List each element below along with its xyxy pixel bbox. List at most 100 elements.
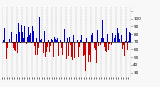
Bar	[48, 42, 49, 54]
Bar	[45, 42, 46, 57]
Bar	[121, 35, 122, 42]
Bar	[44, 31, 45, 42]
Bar	[90, 42, 91, 62]
Bar	[79, 42, 80, 47]
Bar	[85, 42, 86, 71]
Bar	[81, 35, 82, 42]
Bar	[72, 42, 73, 60]
Bar	[64, 29, 65, 42]
Bar	[31, 42, 32, 43]
Bar	[89, 42, 90, 55]
Bar	[71, 42, 72, 57]
Bar	[91, 35, 92, 42]
Bar	[55, 39, 56, 42]
Bar	[101, 38, 102, 42]
Bar	[40, 40, 41, 42]
Bar	[82, 42, 83, 60]
Bar	[17, 42, 18, 53]
Bar	[59, 31, 60, 42]
Bar	[129, 32, 130, 42]
Bar	[14, 42, 15, 50]
Bar	[104, 42, 105, 47]
Bar	[68, 42, 69, 56]
Bar	[34, 42, 35, 46]
Bar	[107, 34, 108, 42]
Bar	[66, 42, 67, 59]
Bar	[18, 23, 19, 42]
Bar	[122, 42, 123, 49]
Bar	[125, 41, 126, 42]
Bar	[3, 40, 4, 42]
Bar	[25, 24, 26, 42]
Bar	[86, 38, 87, 42]
Bar	[39, 17, 40, 42]
Bar	[130, 33, 131, 42]
Bar	[8, 42, 9, 53]
Bar	[54, 37, 55, 42]
Bar	[28, 27, 29, 42]
Bar	[21, 25, 22, 42]
Bar	[38, 42, 39, 48]
Bar	[87, 42, 88, 49]
Bar	[103, 38, 104, 42]
Bar	[43, 42, 44, 53]
Bar	[124, 42, 125, 56]
Bar	[76, 35, 77, 42]
Bar	[80, 40, 81, 42]
Bar	[11, 31, 12, 42]
Bar	[58, 42, 59, 56]
Bar	[84, 42, 85, 56]
Bar	[111, 42, 112, 45]
Bar	[127, 38, 128, 42]
Bar	[126, 28, 127, 42]
Bar	[4, 28, 5, 42]
Bar	[106, 42, 107, 52]
Bar	[93, 38, 94, 42]
Bar	[53, 42, 54, 57]
Bar	[112, 33, 113, 42]
Bar	[119, 39, 120, 42]
Bar	[96, 42, 97, 63]
Bar	[99, 41, 100, 42]
Bar	[116, 42, 117, 53]
Bar	[13, 42, 14, 48]
Bar	[26, 42, 27, 44]
Bar	[92, 33, 93, 42]
Bar	[50, 42, 51, 46]
Bar	[22, 32, 23, 42]
Bar	[29, 35, 30, 42]
Bar	[95, 42, 96, 50]
Bar	[32, 26, 33, 42]
Bar	[108, 42, 109, 50]
Bar	[123, 42, 124, 45]
Bar	[109, 42, 110, 44]
Bar	[73, 35, 74, 42]
Bar	[102, 20, 103, 42]
Bar	[83, 42, 84, 56]
Bar	[118, 33, 119, 42]
Bar	[62, 42, 63, 55]
Bar	[23, 38, 24, 42]
Bar	[61, 42, 62, 48]
Bar	[52, 40, 53, 42]
Bar	[94, 42, 95, 48]
Bar	[56, 40, 57, 42]
Bar	[27, 37, 28, 42]
Bar	[97, 30, 98, 42]
Bar	[9, 39, 10, 42]
Bar	[117, 27, 118, 42]
Bar	[37, 42, 38, 55]
Bar	[30, 33, 31, 42]
Bar	[12, 42, 13, 43]
Bar	[57, 38, 58, 42]
Bar	[74, 42, 75, 58]
Bar	[46, 42, 47, 52]
Bar	[78, 42, 79, 57]
Bar	[33, 31, 34, 42]
Bar	[35, 42, 36, 55]
Bar	[41, 39, 42, 42]
Bar	[98, 42, 99, 46]
Bar	[6, 42, 7, 59]
Bar	[114, 38, 115, 42]
Bar	[67, 38, 68, 42]
